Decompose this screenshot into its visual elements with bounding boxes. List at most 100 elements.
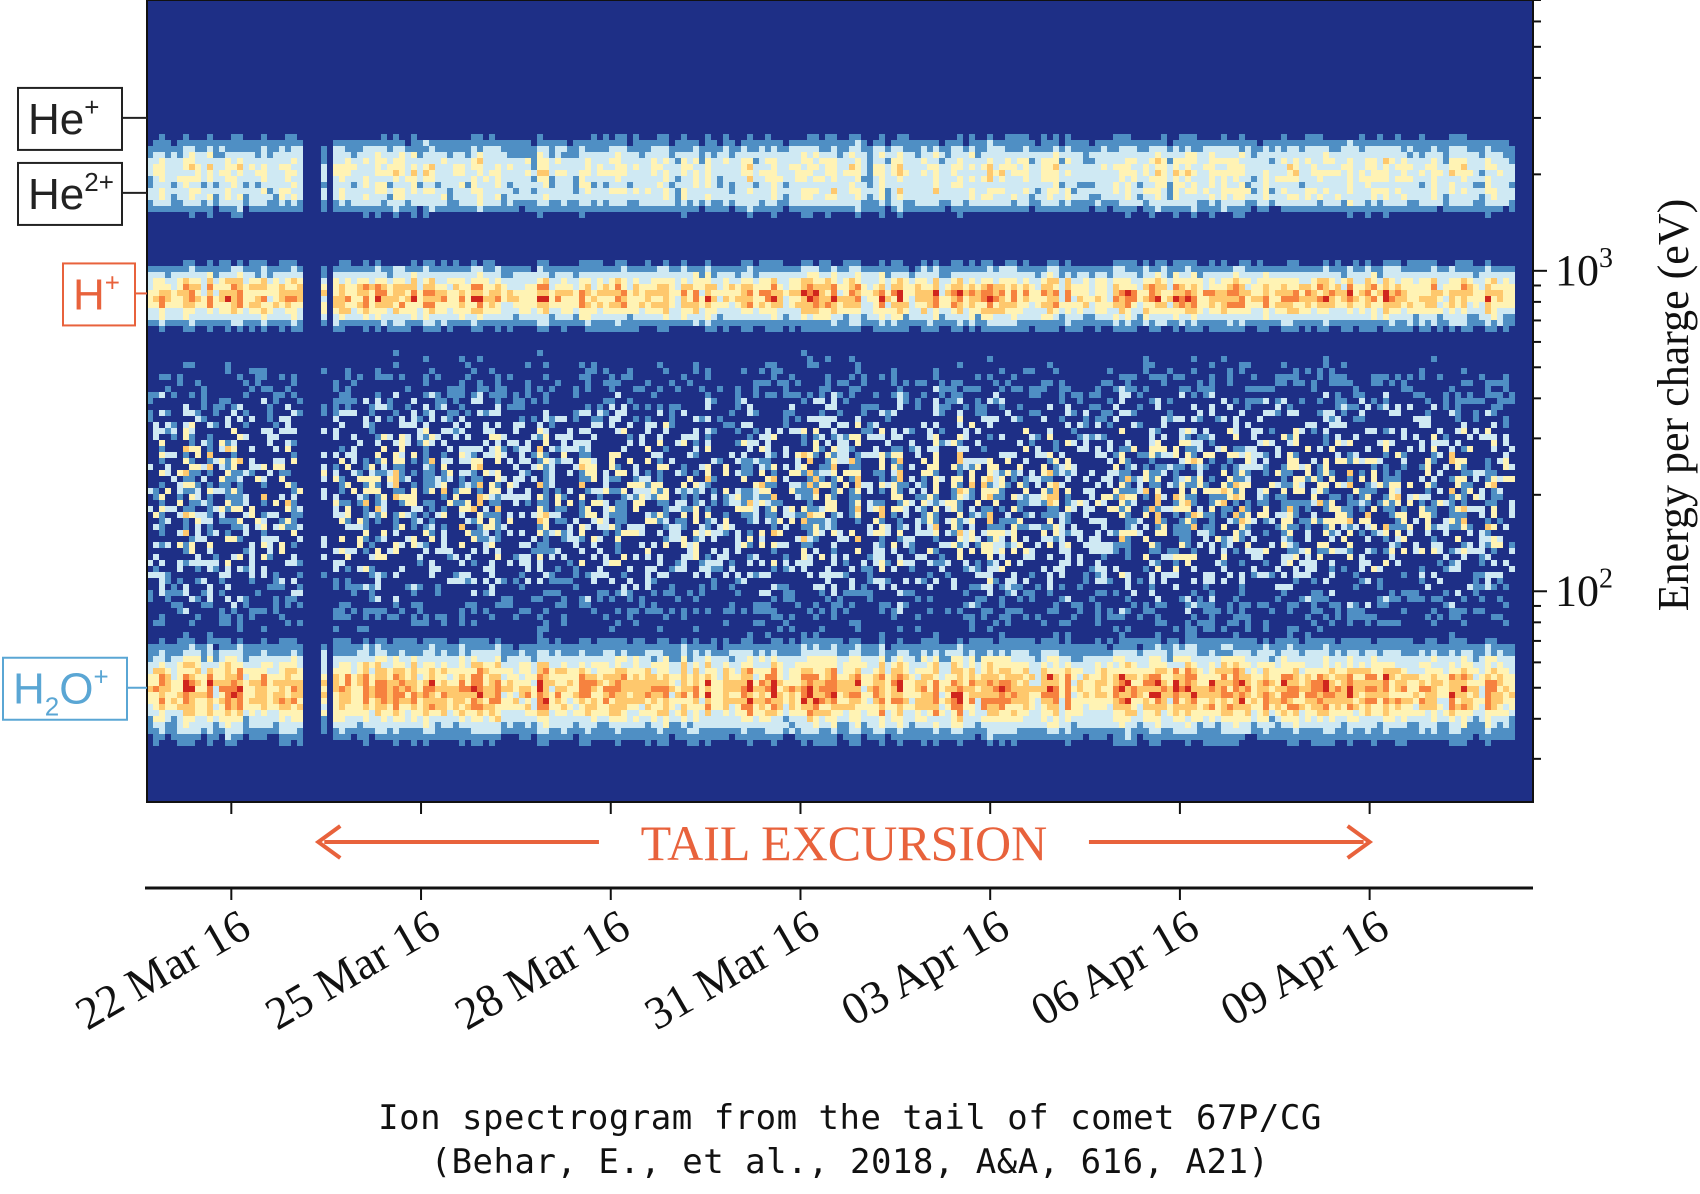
- heatmap-cell: [627, 482, 633, 488]
- heatmap-cell: [531, 692, 537, 698]
- heatmap-cell: [375, 260, 381, 266]
- heatmap-cell: [231, 704, 237, 710]
- heatmap-cell: [213, 734, 219, 740]
- heatmap-cell: [477, 710, 483, 716]
- heatmap-cell: [219, 728, 225, 734]
- heatmap-cell: [363, 188, 369, 194]
- heatmap-cell: [453, 386, 459, 392]
- heatmap-cell: [603, 152, 609, 158]
- heatmap-cell: [513, 188, 519, 194]
- heatmap-cell: [255, 278, 261, 284]
- heatmap-cell: [195, 566, 201, 572]
- heatmap-cell: [339, 614, 345, 620]
- heatmap-cell: [513, 308, 519, 314]
- heatmap-cell: [525, 158, 531, 164]
- heatmap-cell: [531, 302, 537, 308]
- heatmap-cell: [255, 380, 261, 386]
- heatmap-cell: [231, 488, 237, 494]
- heatmap-cell: [513, 668, 519, 674]
- heatmap-cell: [489, 308, 495, 314]
- heatmap-cell: [507, 146, 513, 152]
- heatmap-cell: [483, 470, 489, 476]
- heatmap-cell: [291, 374, 297, 380]
- heatmap-cell: [501, 698, 507, 704]
- heatmap-cell: [417, 542, 423, 548]
- heatmap-cell: [237, 716, 243, 722]
- heatmap-cell: [411, 734, 417, 740]
- heatmap-cell: [627, 704, 633, 710]
- heatmap-cell: [405, 302, 411, 308]
- heatmap-cell: [399, 374, 405, 380]
- heatmap-cell: [495, 278, 501, 284]
- heatmap-cell: [513, 284, 519, 290]
- heatmap-cell: [171, 158, 177, 164]
- heatmap-cell: [363, 302, 369, 308]
- heatmap-cell: [201, 386, 207, 392]
- heatmap-cell: [147, 416, 153, 422]
- heatmap-cell: [429, 464, 435, 470]
- heatmap-cell: [591, 710, 597, 716]
- heatmap-cell: [585, 722, 591, 728]
- heatmap-cell: [651, 158, 657, 164]
- heatmap-cell: [273, 314, 279, 320]
- heatmap-cell: [399, 686, 405, 692]
- heatmap-cell: [189, 536, 195, 542]
- heatmap-cell: [663, 572, 669, 578]
- heatmap-cell: [519, 398, 525, 404]
- heatmap-cell: [387, 416, 393, 422]
- heatmap-cell: [495, 188, 501, 194]
- heatmap-cell: [591, 650, 597, 656]
- heatmap-cell: [657, 158, 663, 164]
- heatmap-cell: [435, 512, 441, 518]
- heatmap-cell: [393, 392, 399, 398]
- heatmap-cell: [201, 140, 207, 146]
- heatmap-cell: [471, 200, 477, 206]
- heatmap-cell: [171, 308, 177, 314]
- heatmap-cell: [465, 602, 471, 608]
- heatmap-cell: [663, 590, 669, 596]
- heatmap-cell: [579, 212, 585, 218]
- heatmap-cell: [225, 176, 231, 182]
- heatmap-cell: [297, 200, 303, 206]
- heatmap-cell: [591, 722, 597, 728]
- heatmap-cell: [531, 464, 537, 470]
- heatmap-cell: [531, 728, 537, 734]
- heatmap-cell: [195, 194, 201, 200]
- heatmap-cell: [207, 734, 213, 740]
- heatmap-cell: [273, 194, 279, 200]
- heatmap-cell: [567, 200, 573, 206]
- heatmap-cell: [183, 476, 189, 482]
- heatmap-cell: [417, 284, 423, 290]
- heatmap-cell: [147, 170, 153, 176]
- heatmap-cell: [585, 290, 591, 296]
- heatmap-cell: [381, 182, 387, 188]
- heatmap-cell: [501, 578, 507, 584]
- heatmap-cell: [285, 722, 291, 728]
- heatmap-cell: [405, 656, 411, 662]
- heatmap-cell: [207, 710, 213, 716]
- heatmap-cell: [363, 272, 369, 278]
- heatmap-cell: [639, 644, 645, 650]
- heatmap-cell: [243, 272, 249, 278]
- heatmap-cell: [201, 662, 207, 668]
- heatmap-cell: [453, 188, 459, 194]
- heatmap-cell: [453, 296, 459, 302]
- heatmap-cell: [675, 158, 681, 164]
- heatmap-cell: [573, 518, 579, 524]
- heatmap-cell: [525, 686, 531, 692]
- heatmap-cell: [195, 722, 201, 728]
- heatmap-cell: [465, 200, 471, 206]
- heatmap-cell: [669, 716, 675, 722]
- heatmap-cell: [621, 662, 627, 668]
- heatmap-cell: [147, 158, 153, 164]
- heatmap-cell: [609, 140, 615, 146]
- heatmap-cell: [495, 494, 501, 500]
- heatmap-cell: [591, 416, 597, 422]
- heatmap-cell: [663, 176, 669, 182]
- heatmap-cell: [357, 140, 363, 146]
- heatmap-cell: [153, 176, 159, 182]
- heatmap-cell: [543, 140, 549, 146]
- heatmap-cell: [195, 206, 201, 212]
- heatmap-cell: [333, 266, 339, 272]
- heatmap-cell: [633, 524, 639, 530]
